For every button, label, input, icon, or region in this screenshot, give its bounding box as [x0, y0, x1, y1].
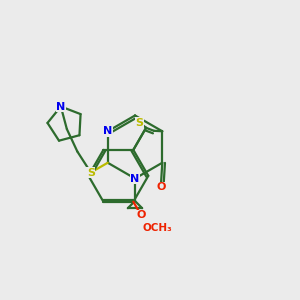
Text: N: N [103, 126, 112, 136]
Text: S: S [136, 118, 144, 128]
Text: N: N [130, 173, 140, 184]
Text: S: S [87, 167, 95, 178]
Text: N: N [56, 101, 65, 112]
Text: O: O [156, 182, 166, 192]
Text: O: O [136, 210, 146, 220]
Text: OCH₃: OCH₃ [142, 223, 172, 233]
